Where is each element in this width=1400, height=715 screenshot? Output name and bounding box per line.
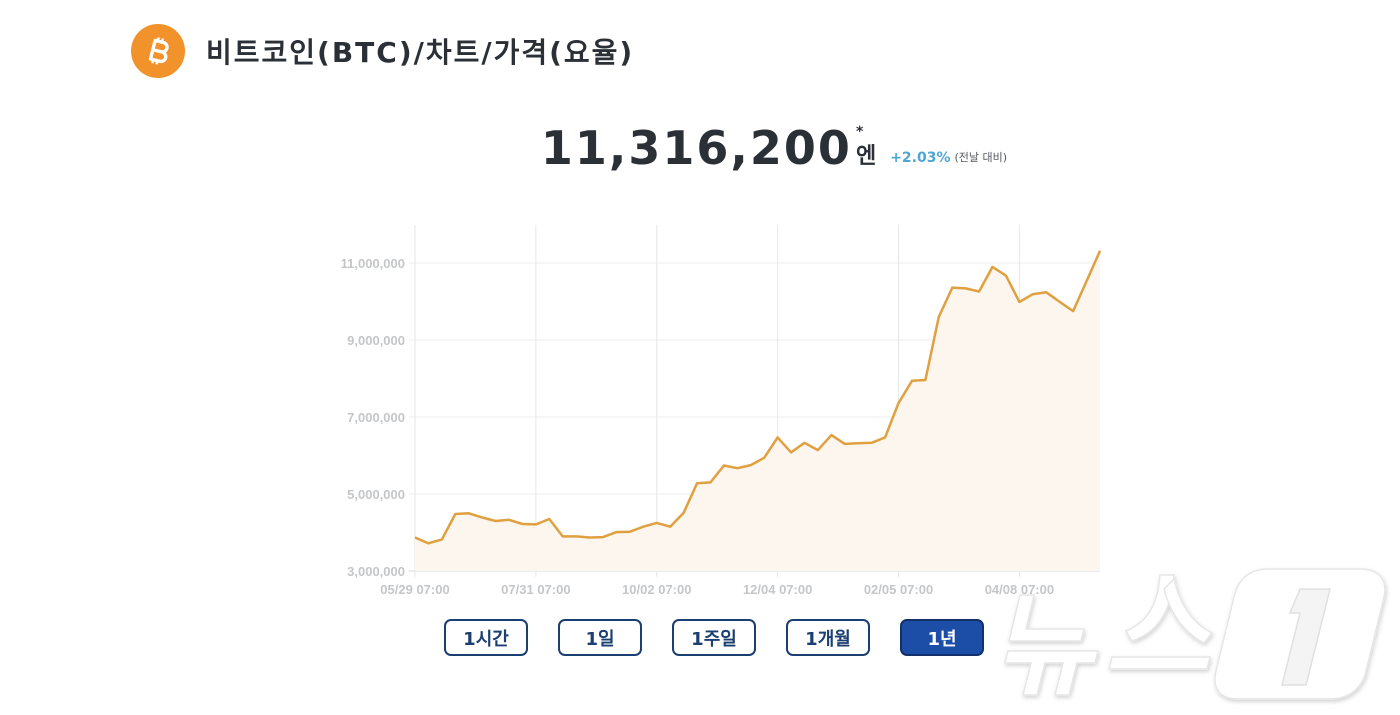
range-button-1-year[interactable]: 1년 <box>900 619 984 656</box>
y-axis-tick-label: 3,000,000 <box>347 564 405 579</box>
y-axis-tick-label: 5,000,000 <box>347 487 405 502</box>
price-footnote-marker: * <box>855 124 864 140</box>
x-axis-tick-label: 04/08 07:00 <box>985 582 1054 597</box>
x-axis-labels: 05/29 07:00 07/31 07:00 10/02 07:00 12/04 0… <box>380 582 1054 597</box>
range-button-1-month[interactable]: 1개월 <box>786 619 870 656</box>
y-axis-tick-label: 9,000,000 <box>347 333 405 348</box>
y-axis-tick-label: 7,000,000 <box>347 410 405 425</box>
bitcoin-icon <box>131 24 185 78</box>
range-button-1-hour[interactable]: 1시간 <box>444 619 528 656</box>
price-change: +2.03% <box>890 150 951 166</box>
x-axis-tick-label: 12/04 07:00 <box>743 582 812 597</box>
y-axis-tick-label: 11,000,000 <box>341 256 405 271</box>
page-title: 비트코인(BTC)/차트/가격(요율) <box>206 36 635 69</box>
news1-watermark-logo <box>1004 568 1386 700</box>
page-header: 비트코인(BTC)/차트/가격(요율) <box>131 24 634 78</box>
x-axis-tick-label: 07/31 07:00 <box>501 582 570 597</box>
chart-price-line <box>414 250 1102 545</box>
x-axis-tick-label: 05/29 07:00 <box>380 582 449 597</box>
y-axis-labels: 3,000,000 5,000,000 7,000,000 9,000,000 11,0… <box>341 256 405 579</box>
current-price: 11,316,200 <box>540 121 852 175</box>
currency-unit: 엔 <box>855 144 877 169</box>
price-change-note: (전날 대비) <box>954 151 1008 164</box>
price-summary: 11,316,200 * 엔 +2.03% (전날 대비) <box>0 120 1400 176</box>
chart-area-fill <box>415 250 1100 572</box>
time-range-selector: 1시간 1일 1주일 1개월 1년 <box>444 619 1014 656</box>
x-axis-tick-label: 02/05 07:00 <box>864 582 933 597</box>
range-button-1-week[interactable]: 1주일 <box>672 619 756 656</box>
x-axis-tick-label: 10/02 07:00 <box>622 582 691 597</box>
range-button-1-day[interactable]: 1일 <box>558 619 642 656</box>
